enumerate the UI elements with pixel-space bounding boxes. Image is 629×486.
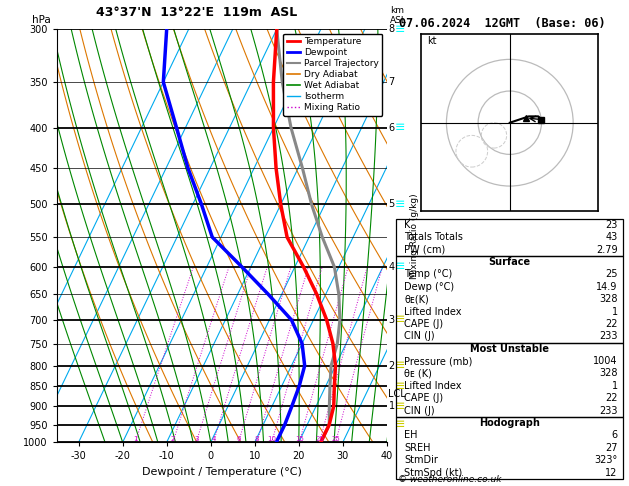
Text: 4: 4 <box>211 436 216 442</box>
Text: SREH: SREH <box>404 443 431 453</box>
Text: 1: 1 <box>611 381 618 391</box>
Text: LCL: LCL <box>389 389 406 399</box>
Text: θᴇ (K): θᴇ (K) <box>404 368 432 379</box>
Text: 20: 20 <box>315 436 324 442</box>
Text: 328: 328 <box>599 294 618 304</box>
Text: 07.06.2024  12GMT  (Base: 06): 07.06.2024 12GMT (Base: 06) <box>399 17 606 30</box>
Text: CIN (J): CIN (J) <box>404 331 435 341</box>
Text: 6: 6 <box>237 436 241 442</box>
Text: 43: 43 <box>606 232 618 243</box>
Text: StmDir: StmDir <box>404 455 438 465</box>
Text: 3: 3 <box>389 315 394 325</box>
Text: K: K <box>404 220 411 230</box>
Text: Dewp (°C): Dewp (°C) <box>404 282 454 292</box>
Bar <box>396 417 623 479</box>
Text: 2: 2 <box>170 436 175 442</box>
Text: θᴇ(K): θᴇ(K) <box>404 294 429 304</box>
Text: 1004: 1004 <box>593 356 618 366</box>
Text: ≡: ≡ <box>395 260 406 274</box>
Text: Pressure (mb): Pressure (mb) <box>404 356 472 366</box>
Text: hPa: hPa <box>32 15 50 25</box>
Text: 233: 233 <box>599 331 618 341</box>
Text: ≡: ≡ <box>395 418 406 431</box>
Text: 3: 3 <box>194 436 199 442</box>
Text: Mixing Ratio (g/kg): Mixing Ratio (g/kg) <box>410 193 419 278</box>
Text: 23: 23 <box>605 220 618 230</box>
Text: Surface: Surface <box>489 257 531 267</box>
Bar <box>396 256 623 343</box>
Text: StmSpd (kt): StmSpd (kt) <box>404 468 462 478</box>
Text: ≡: ≡ <box>395 23 406 35</box>
Text: 2: 2 <box>389 361 395 371</box>
X-axis label: Dewpoint / Temperature (°C): Dewpoint / Temperature (°C) <box>142 467 302 477</box>
Text: 6: 6 <box>611 431 618 440</box>
Text: 4: 4 <box>389 262 394 272</box>
Text: 6: 6 <box>389 123 394 133</box>
Text: ≡: ≡ <box>395 380 406 393</box>
Text: 15: 15 <box>295 436 304 442</box>
Legend: Temperature, Dewpoint, Parcel Trajectory, Dry Adiabat, Wet Adiabat, Isotherm, Mi: Temperature, Dewpoint, Parcel Trajectory… <box>283 34 382 116</box>
Text: 27: 27 <box>605 443 618 453</box>
Text: 22: 22 <box>605 393 618 403</box>
Text: Lifted Index: Lifted Index <box>404 381 462 391</box>
Text: 12: 12 <box>605 468 618 478</box>
Text: 7: 7 <box>389 77 395 87</box>
Text: ≡: ≡ <box>395 313 406 327</box>
Text: km
ASL: km ASL <box>390 6 407 25</box>
Text: 22: 22 <box>605 319 618 329</box>
Text: 1: 1 <box>389 401 394 411</box>
Text: ≡: ≡ <box>395 399 406 413</box>
Text: kt: kt <box>428 35 437 46</box>
Text: 25: 25 <box>331 436 340 442</box>
Bar <box>396 219 623 256</box>
Text: 1: 1 <box>133 436 138 442</box>
Text: © weatheronline.co.uk: © weatheronline.co.uk <box>398 474 501 484</box>
Text: ≡: ≡ <box>395 122 406 134</box>
Text: 8: 8 <box>255 436 259 442</box>
Text: 233: 233 <box>599 406 618 416</box>
Text: 8: 8 <box>389 24 394 34</box>
Text: 5: 5 <box>389 199 395 209</box>
Text: 43°37'N  13°22'E  119m  ASL: 43°37'N 13°22'E 119m ASL <box>96 6 298 19</box>
Text: Lifted Index: Lifted Index <box>404 307 462 316</box>
Text: 328: 328 <box>599 368 618 379</box>
Text: 1: 1 <box>611 307 618 316</box>
Text: CIN (J): CIN (J) <box>404 406 435 416</box>
Text: PW (cm): PW (cm) <box>404 244 445 255</box>
Text: Most Unstable: Most Unstable <box>470 344 549 354</box>
Text: 14.9: 14.9 <box>596 282 618 292</box>
Text: ≡: ≡ <box>395 198 406 211</box>
Text: CAPE (J): CAPE (J) <box>404 393 443 403</box>
Text: Temp (°C): Temp (°C) <box>404 269 452 279</box>
Text: ≡: ≡ <box>395 359 406 372</box>
Text: 2.79: 2.79 <box>596 244 618 255</box>
Text: 25: 25 <box>605 269 618 279</box>
Text: CAPE (J): CAPE (J) <box>404 319 443 329</box>
Text: 10: 10 <box>267 436 276 442</box>
Bar <box>396 343 623 417</box>
Text: Totals Totals: Totals Totals <box>404 232 463 243</box>
Text: 323°: 323° <box>594 455 618 465</box>
Text: Hodograph: Hodograph <box>479 418 540 428</box>
Text: EH: EH <box>404 431 418 440</box>
